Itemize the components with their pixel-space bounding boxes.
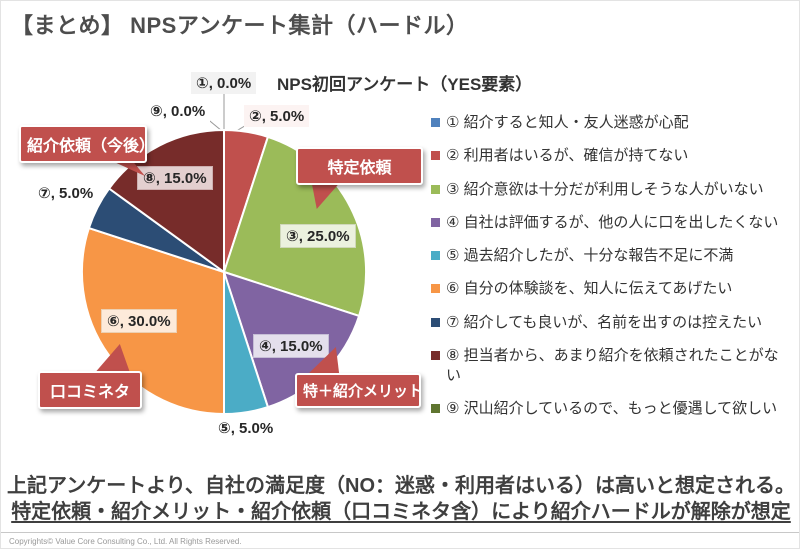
summary-text: 上記アンケートより、自社の満足度（NO：迷惑・利用者はいる）は高いと想定される。… bbox=[1, 473, 799, 525]
legend-label: ① 紹介すると知人・友人迷惑が心配 bbox=[446, 114, 689, 131]
footer-divider bbox=[1, 532, 799, 533]
callout-referral-future: 紹介依頼（今後） bbox=[19, 125, 155, 163]
legend-label: ② 利用者はいるが、確信が持てない bbox=[446, 147, 689, 165]
chart-title: NPS初回アンケート（YES要素） bbox=[277, 75, 533, 94]
legend-label: ④ 自社は評価するが、他の人に口を出したくない bbox=[446, 213, 779, 231]
legend-label: ⑧ 担当者から、あまり紹介を依頼されたことがない bbox=[446, 346, 779, 384]
pie-data-label-1: ①, 0.0% bbox=[191, 72, 257, 94]
legend-swatch-icon bbox=[431, 217, 440, 227]
legend-swatch-icon bbox=[431, 404, 440, 414]
legend-swatch-icon bbox=[431, 284, 440, 294]
legend-label: ③ 紹介意欲は十分だが利用しそうな人がいない bbox=[446, 180, 764, 198]
legend-item-7: ⑦ 紹介しても良いが、名前を出すのは控えたい bbox=[431, 313, 791, 333]
pie-data-label-6: ⑥, 30.0% bbox=[101, 309, 177, 333]
legend-item-4: ④ 自社は評価するが、他の人に口を出したくない bbox=[431, 213, 791, 233]
legend-swatch-icon bbox=[431, 350, 440, 360]
legend-label: ⑥ 自分の体験談を、知人に伝えてあげたい bbox=[446, 280, 733, 298]
legend-item-3: ③ 紹介意欲は十分だが利用しそうな人がいない bbox=[431, 180, 791, 200]
legend-swatch-icon bbox=[431, 251, 440, 260]
copyright-text: Copyrights© Value Core Consulting Co., L… bbox=[9, 537, 242, 546]
pie-data-label-8: ⑧, 15.0% bbox=[137, 166, 213, 190]
callout-specific-request: 特定依頼 bbox=[296, 147, 423, 185]
legend-item-6: ⑥ 自分の体験談を、知人に伝えてあげたい bbox=[431, 279, 791, 299]
callout-special-referral-merit: 特＋紹介メリット bbox=[295, 373, 423, 408]
legend-label: ⑦ 紹介しても良いが、名前を出すのは控えたい bbox=[446, 313, 763, 331]
legend-swatch-icon bbox=[431, 118, 440, 127]
summary-line-2: 特定依頼・紹介メリット・紹介依頼（口コミネタ含）により紹介ハードルが解除が想定 bbox=[11, 501, 791, 523]
legend-label: ⑤ 過去紹介したが、十分な報告不足に不満 bbox=[446, 247, 734, 264]
page-title: 【まとめ】 NPSアンケート集計（ハードル） bbox=[11, 13, 469, 38]
legend-item-2: ② 利用者はいるが、確信が持てない bbox=[431, 146, 791, 166]
pie-data-label-9: ⑨, 0.0% bbox=[145, 100, 211, 122]
pie-data-label-5: ⑤, 5.0% bbox=[213, 417, 279, 439]
legend-swatch-icon bbox=[431, 184, 440, 194]
legend-swatch-icon bbox=[431, 317, 440, 327]
legend-item-1: ① 紹介すると知人・友人迷惑が心配 bbox=[431, 113, 791, 133]
pie-data-label-4: ④, 15.0% bbox=[253, 334, 329, 358]
pie-data-label-2: ②, 5.0% bbox=[244, 105, 310, 127]
legend-item-9: ⑨ 沢山紹介しているので、もっと優遇して欲しい bbox=[431, 399, 791, 419]
legend-label: ⑨ 沢山紹介しているので、もっと優遇して欲しい bbox=[446, 400, 778, 418]
callout-word-of-mouth: 口コミネタ bbox=[38, 371, 142, 409]
pie-data-label-3: ③, 25.0% bbox=[280, 224, 356, 248]
legend-swatch-icon bbox=[431, 151, 440, 161]
pie-slice-8[interactable] bbox=[108, 129, 225, 273]
legend-item-8: ⑧ 担当者から、あまり紹介を依頼されたことがない bbox=[431, 346, 791, 387]
legend: ① 紹介すると知人・友人迷惑が心配 ② 利用者はいるが、確信が持てない ③ 紹介意欲… bbox=[431, 113, 791, 420]
legend-item-5: ⑤ 過去紹介したが、十分な報告不足に不満 bbox=[431, 246, 791, 266]
pie-data-label-7: ⑦, 5.0% bbox=[33, 182, 99, 204]
summary-line-1: 上記アンケートより、自社の満足度（NO：迷惑・利用者はいる）は高いと想定される。 bbox=[7, 475, 795, 497]
